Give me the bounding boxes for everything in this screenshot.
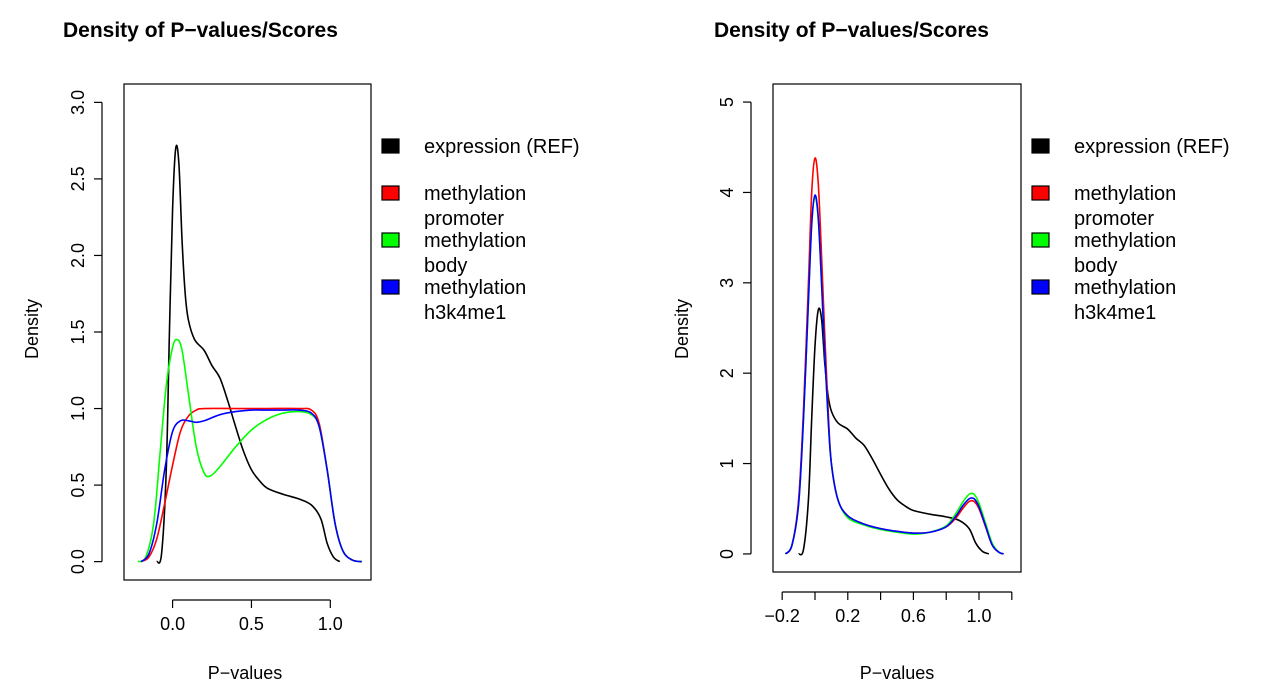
x-axis-label: P−values — [860, 663, 935, 683]
series-line-methylation-h3k4me1 — [784, 194, 1004, 555]
chart-panel-right: Density of P−values/Scores 0 1 2 3 4 5 −0.2 0.2 0… — [672, 19, 1230, 683]
y-tick-label: 1.5 — [68, 319, 88, 344]
legend-swatch — [381, 279, 400, 295]
y-tick-label: 1 — [717, 459, 737, 469]
legend-label: methylation — [424, 183, 526, 205]
legend-swatch — [381, 138, 400, 154]
x-tick-label: 0.6 — [901, 606, 926, 626]
y-tick-label: 0.5 — [68, 473, 88, 498]
legend-label: h3k4me1 — [1074, 302, 1156, 324]
series-line-methylation-h3k4me1 — [140, 409, 362, 563]
legend-label: expression (REF) — [424, 136, 580, 158]
legend-label: promoter — [424, 208, 504, 230]
legend-swatch — [381, 185, 400, 201]
legend: expression (REF)methylationpromotermethy… — [1031, 136, 1230, 324]
x-tick-label: 0.2 — [835, 606, 860, 626]
y-tick-label: 5 — [717, 97, 737, 107]
legend-label: body — [424, 255, 467, 277]
series-line-expression-ref — [156, 144, 341, 564]
chart-title: Density of P−values/Scores — [714, 19, 989, 42]
plot-frame — [772, 83, 1022, 573]
y-tick-label: 4 — [717, 187, 737, 197]
y-tick-label: 2.5 — [68, 166, 88, 191]
plot-frame — [123, 83, 372, 581]
legend-swatch — [1031, 232, 1050, 248]
y-tick-label: 3.0 — [68, 90, 88, 115]
y-axis-label: Density — [672, 299, 692, 359]
x-tick-label: 1.0 — [966, 606, 991, 626]
legend-label: methylation — [1074, 277, 1176, 299]
y-axis-label: Density — [22, 299, 42, 359]
legend: expression (REF)methylationpromotermethy… — [381, 136, 580, 324]
legend-label: body — [1074, 255, 1117, 277]
y-tick-label: 2.0 — [68, 243, 88, 268]
legend-swatch — [1031, 185, 1050, 201]
legend-label: expression (REF) — [1074, 136, 1230, 158]
chart-title: Density of P−values/Scores — [63, 19, 338, 42]
y-tick-label: 0 — [717, 549, 737, 559]
legend-label: methylation — [424, 277, 526, 299]
x-tick-label: 0.5 — [239, 614, 264, 634]
legend-swatch — [381, 232, 400, 248]
legend-label: promoter — [1074, 208, 1154, 230]
legend-label: methylation — [1074, 230, 1176, 252]
y-tick-label: 3 — [717, 278, 737, 288]
legend-label: methylation — [424, 230, 526, 252]
legend-swatch — [1031, 279, 1050, 295]
legend-label: methylation — [1074, 183, 1176, 205]
x-tick-label: 0.0 — [160, 614, 185, 634]
legend-label: h3k4me1 — [424, 302, 506, 324]
x-axis-label: P−values — [208, 663, 283, 683]
y-tick-label: 2 — [717, 368, 737, 378]
y-tick-label: 0.0 — [68, 549, 88, 574]
chart-panel-left: Density of P−values/Scores 0.0 0.5 1.0 1.5 2.… — [22, 19, 580, 683]
y-tick-label: 1.0 — [68, 396, 88, 421]
x-tick-label: 1.0 — [318, 614, 343, 634]
x-tick-label: −0.2 — [764, 606, 800, 626]
legend-swatch — [1031, 138, 1050, 154]
